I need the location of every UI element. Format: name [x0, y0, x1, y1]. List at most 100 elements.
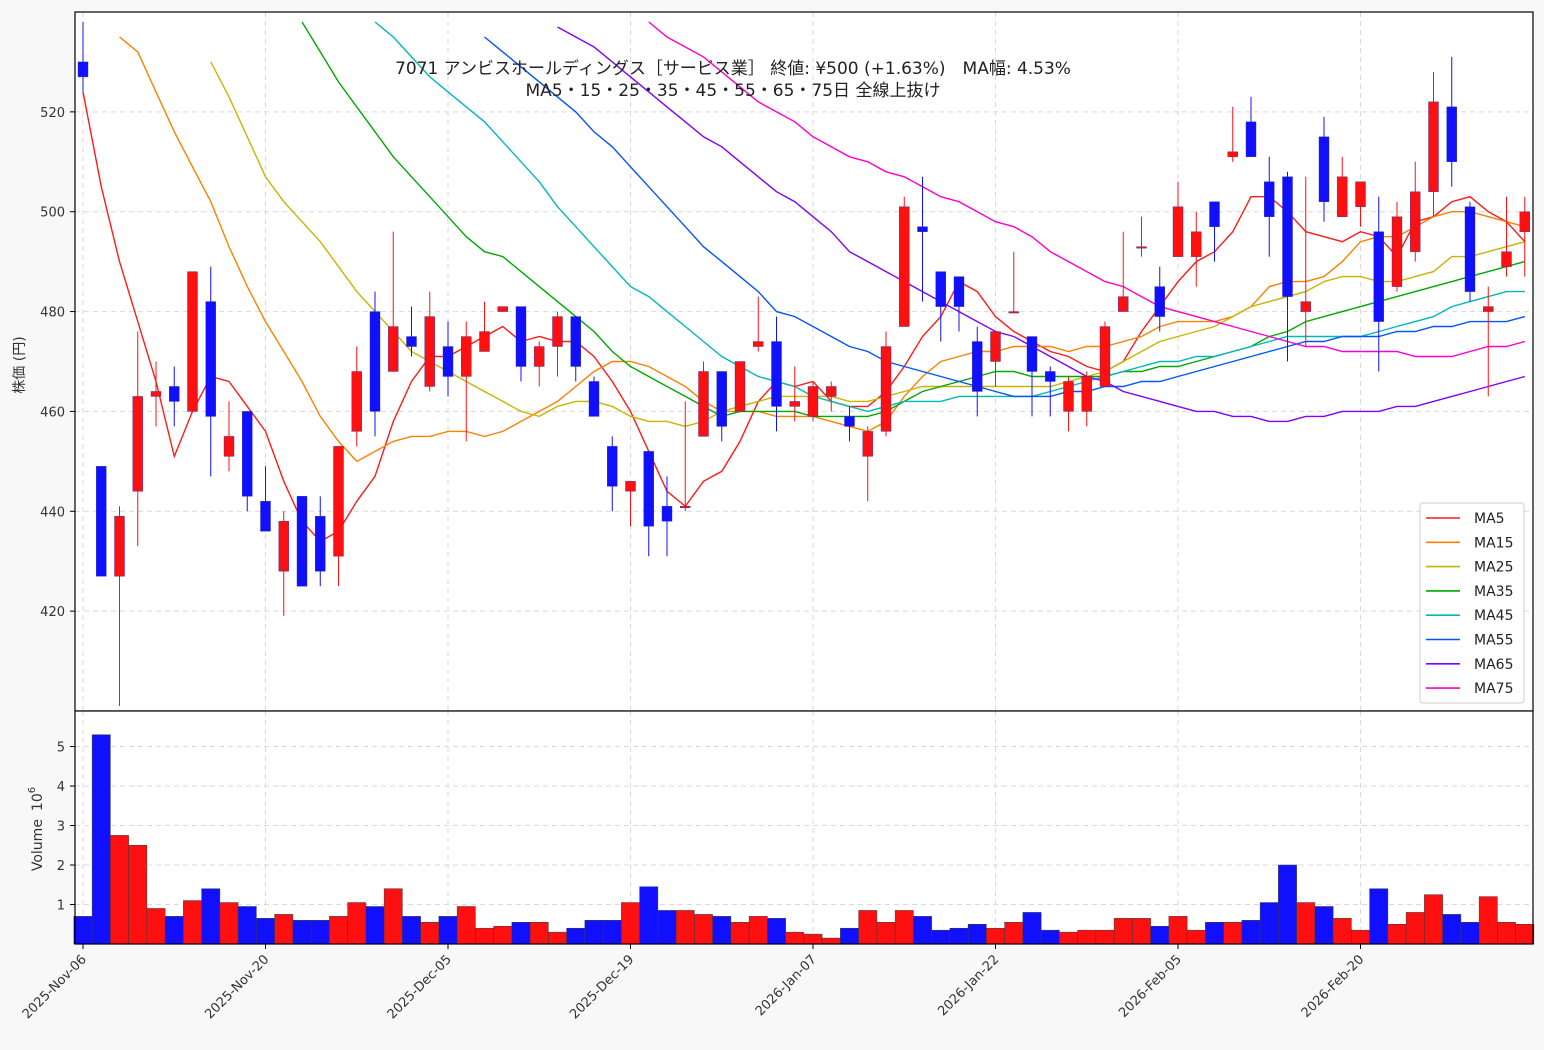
candle	[570, 316, 581, 382]
candle-body	[1318, 136, 1330, 202]
candle	[1136, 216, 1147, 257]
candle-body	[479, 331, 490, 352]
legend: MA5 MA15 MA25 MA35 MA45 MA55 MA65 MA75	[1419, 502, 1525, 704]
candle-body	[990, 331, 1001, 362]
volume-bar	[694, 914, 713, 945]
candle-body	[953, 276, 965, 307]
candle-body	[242, 411, 253, 497]
candle-body	[1428, 101, 1439, 192]
volume-bar	[913, 916, 932, 945]
candle	[205, 266, 216, 477]
volume-bar	[1004, 922, 1024, 945]
candle-body	[1045, 371, 1056, 382]
volume-bar	[1205, 922, 1224, 945]
candle	[1355, 181, 1366, 227]
volume-bar	[785, 931, 805, 945]
candle-body	[351, 371, 362, 432]
volume-bar	[821, 937, 841, 945]
candle-body	[205, 301, 216, 417]
volume-panel-frame	[74, 710, 1534, 945]
candle-body	[1118, 296, 1129, 312]
candle	[1008, 251, 1019, 314]
candle-body	[1264, 181, 1275, 217]
volume-tick-label: 4	[57, 780, 65, 795]
candle-body	[369, 311, 381, 412]
candle	[242, 411, 253, 512]
ma-line-ma35	[301, 21, 1525, 418]
candle	[862, 426, 873, 502]
volume-bar	[1150, 925, 1170, 945]
volume-bar	[1040, 929, 1060, 945]
candle-body	[296, 496, 308, 587]
candle-body	[1446, 106, 1457, 162]
candle-body	[588, 381, 600, 417]
volume-tick-label: 3	[57, 820, 65, 835]
candle	[132, 331, 143, 547]
volume-bar	[1095, 929, 1115, 945]
candle	[1099, 321, 1111, 387]
candle-body	[826, 386, 837, 397]
candle	[680, 401, 691, 512]
candle-body	[1026, 336, 1038, 372]
candle-body	[1282, 176, 1293, 297]
candle-body	[1373, 231, 1384, 322]
candle-body	[1483, 306, 1494, 312]
candle-body	[169, 386, 180, 402]
candle-body	[1410, 191, 1421, 252]
candle	[588, 376, 600, 417]
volume-bar	[621, 902, 640, 945]
candle	[114, 506, 125, 707]
candle-body	[96, 466, 107, 577]
candle-body	[406, 336, 417, 347]
volume-bar	[347, 902, 367, 945]
candle-body	[1191, 231, 1202, 257]
volume-bar	[237, 906, 257, 945]
candle	[296, 496, 308, 587]
candle-body	[150, 391, 162, 397]
candle	[1026, 336, 1038, 417]
candle-body	[1154, 286, 1165, 317]
candle-body	[278, 521, 289, 572]
volume-bar	[1241, 920, 1261, 945]
volume-bar	[529, 922, 549, 945]
candle	[899, 196, 910, 327]
candle-body	[753, 341, 764, 347]
candle-body	[935, 271, 946, 307]
candle	[1118, 231, 1129, 312]
volume-bar	[310, 920, 330, 945]
volume-tick-label: 2	[57, 859, 65, 874]
price-tick-label: 460	[40, 405, 65, 420]
candle	[1391, 201, 1403, 292]
candle-body	[132, 396, 143, 492]
candle-body	[515, 306, 527, 367]
candle-body	[442, 346, 454, 377]
candle	[826, 381, 837, 412]
candle	[625, 481, 636, 527]
candle	[1410, 161, 1421, 262]
candle	[716, 371, 727, 442]
volume-bar	[803, 933, 823, 945]
candle	[515, 306, 527, 382]
candle	[1209, 201, 1220, 262]
candle	[315, 496, 326, 587]
candle	[1191, 211, 1202, 287]
volume-bar	[1424, 894, 1443, 945]
volume-bar	[365, 906, 385, 945]
candle	[1318, 116, 1330, 222]
volume-bar	[566, 927, 586, 945]
volume-bar	[1369, 888, 1389, 945]
volume-y-axis-title: Volume	[30, 819, 46, 871]
candle	[807, 381, 819, 422]
volume-bar	[1332, 918, 1352, 945]
candle	[698, 361, 709, 437]
candle-body	[114, 516, 125, 577]
candle	[552, 311, 563, 377]
legend-label-ma15: MA15	[1474, 535, 1513, 551]
volume-bar	[712, 916, 732, 945]
volume-bar	[402, 916, 421, 945]
candle	[1227, 106, 1238, 162]
candle	[661, 476, 673, 557]
volume-bar	[110, 835, 129, 945]
candle	[1519, 196, 1530, 277]
